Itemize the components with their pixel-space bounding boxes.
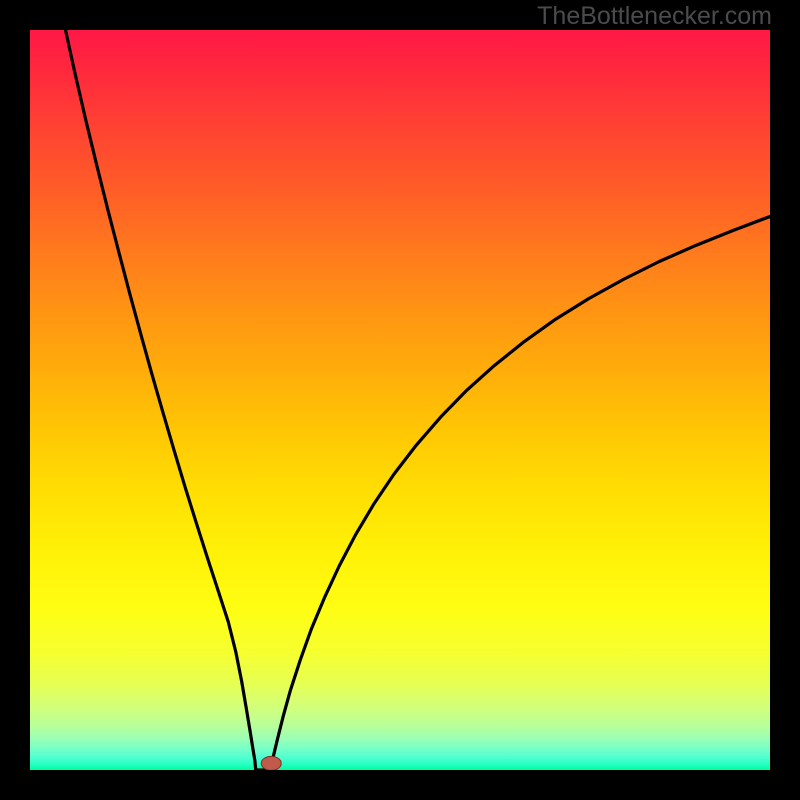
plot-background xyxy=(30,30,770,770)
bottleneck-chart xyxy=(0,0,800,800)
watermark-text: TheBottlenecker.com xyxy=(537,2,772,31)
optimal-point-marker xyxy=(261,756,281,770)
chart-frame: TheBottlenecker.com xyxy=(0,0,800,800)
